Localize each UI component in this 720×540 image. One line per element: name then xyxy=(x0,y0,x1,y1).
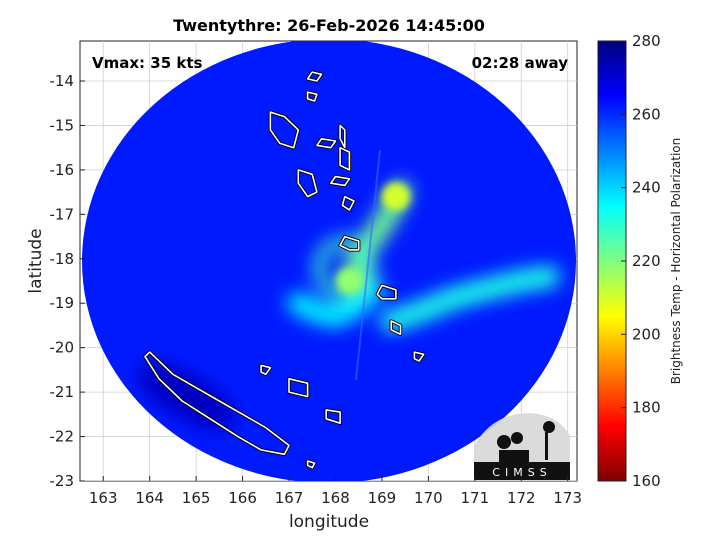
y-tick-label: -15 xyxy=(50,116,75,134)
x-tick-label: 168 xyxy=(321,489,350,507)
x-tick-label: 173 xyxy=(553,489,582,507)
logo-text: CIMSS xyxy=(492,466,551,479)
water-tower-icon xyxy=(543,421,555,433)
island-outline xyxy=(376,284,397,300)
y-tick-label: -22 xyxy=(50,428,75,446)
island-outline xyxy=(260,364,272,376)
island-outline xyxy=(306,91,318,102)
logo-banner xyxy=(474,462,570,480)
colorbar-tick-label: 160 xyxy=(632,472,661,490)
island-outline xyxy=(341,195,355,211)
x-tick-label: 169 xyxy=(368,489,397,507)
island-outline xyxy=(339,235,360,251)
x-tick-label: 170 xyxy=(414,489,443,507)
island-outline xyxy=(297,169,318,198)
x-tick-label: 167 xyxy=(275,489,304,507)
island-outline xyxy=(413,351,425,362)
time-away-label: 02:28 away xyxy=(472,54,569,72)
colorbar-tick-label: 280 xyxy=(632,32,661,50)
y-tick-label: -21 xyxy=(50,383,75,401)
colorbar-tick-label: 200 xyxy=(632,325,661,343)
y-tick-label: -23 xyxy=(50,472,75,490)
vmax-label: Vmax: 35 kts xyxy=(92,54,202,72)
colorbar-tick-label: 220 xyxy=(632,252,661,270)
island-outline xyxy=(306,71,323,82)
rainband xyxy=(287,278,384,328)
island-outline xyxy=(339,146,351,171)
x-tick-label: 166 xyxy=(228,489,257,507)
island-outline xyxy=(269,111,300,149)
antenna-dish-icon xyxy=(497,435,511,449)
chart-title: Twentythre: 26-Feb-2026 14:45:00 xyxy=(173,16,485,35)
swath-seam xyxy=(355,149,381,381)
convective-core xyxy=(381,182,410,211)
island-outline xyxy=(390,320,402,336)
x-tick-label: 163 xyxy=(89,489,118,507)
water-tower-icon xyxy=(545,432,548,460)
colorbar-tick-label: 180 xyxy=(632,399,661,417)
colorbar-tick-label: 240 xyxy=(632,179,661,197)
colorbar-tick-label: 260 xyxy=(632,105,661,123)
island-outline xyxy=(144,351,290,456)
y-tick-label: -17 xyxy=(50,205,75,223)
colorbar: 160 180 200 220 240 260 280 Brightness Temp - … xyxy=(597,32,683,490)
x-axis: 163 164 165 166 167 168 169 170 171 172 173 xyxy=(89,476,582,507)
island-outline xyxy=(330,175,351,187)
island-outline xyxy=(339,124,346,149)
island-outline xyxy=(306,460,316,469)
y-tick-label: -19 xyxy=(50,294,75,312)
building-icon xyxy=(499,450,529,462)
y-axis-title: latitude xyxy=(26,228,46,293)
island-outline xyxy=(325,409,341,424)
y-tick-label: -16 xyxy=(50,161,75,179)
cimss-logo: CIMSS xyxy=(474,413,570,480)
microwave-swath xyxy=(82,41,576,481)
y-tick-label: -14 xyxy=(50,72,75,90)
x-tick-label: 164 xyxy=(135,489,164,507)
coastline-layer xyxy=(143,70,426,470)
x-axis-title: longitude xyxy=(289,512,369,532)
convective-core xyxy=(335,267,364,295)
y-tick-label: -20 xyxy=(50,339,75,357)
x-tick-label: 171 xyxy=(460,489,489,507)
y-tick-label: -18 xyxy=(50,250,75,268)
x-tick-label: 165 xyxy=(182,489,211,507)
colorbar-title: Brightness Temp - Horizontal Polarizatio… xyxy=(669,138,683,385)
y-axis: -14 -15 -16 -17 -18 -19 -20 -21 -22 -23 xyxy=(50,72,85,490)
antenna-dish-icon xyxy=(511,432,523,444)
island-outline xyxy=(288,378,309,398)
x-tick-label: 172 xyxy=(507,489,536,507)
rainband xyxy=(380,265,561,332)
island-outline xyxy=(316,138,337,149)
